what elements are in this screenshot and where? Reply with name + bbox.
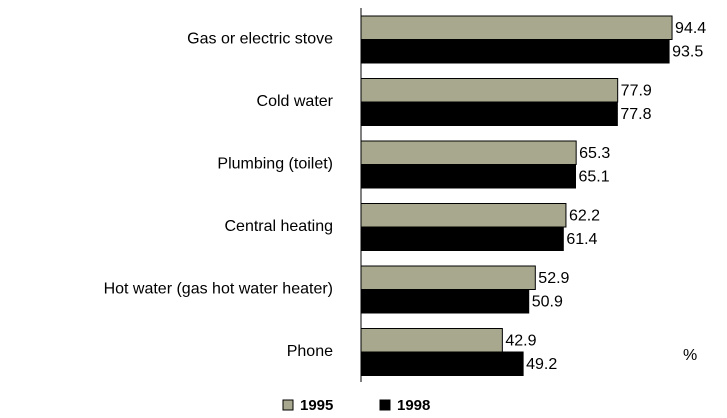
legend-text: 1998	[397, 397, 430, 414]
bar	[360, 78, 619, 103]
value-label: 52.9	[538, 270, 569, 287]
legend-swatch	[282, 399, 294, 411]
value-label: 65.3	[579, 145, 610, 162]
value-label: 42.9	[505, 332, 536, 349]
legend-swatch	[379, 399, 391, 411]
bar	[360, 328, 503, 353]
bar	[360, 203, 567, 228]
category-label: Gas or electric stove	[187, 31, 333, 48]
value-label: 77.9	[621, 82, 652, 99]
value-label: 50.9	[532, 293, 563, 310]
bar	[360, 15, 673, 40]
legend-text: 1995	[300, 397, 333, 414]
bar	[360, 265, 536, 290]
value-label: 65.1	[579, 168, 610, 185]
bar	[360, 164, 577, 189]
bar	[360, 351, 524, 376]
value-label: 77.8	[620, 106, 651, 123]
value-label: 93.5	[672, 43, 703, 60]
category-label: Cold water	[257, 93, 334, 110]
value-label: 61.4	[566, 231, 597, 248]
bar	[360, 101, 618, 126]
category-label: Phone	[287, 343, 333, 360]
value-label: 49.2	[526, 356, 557, 373]
bar	[360, 226, 564, 251]
bar	[360, 39, 670, 64]
category-label: Central heating	[224, 218, 333, 235]
value-label: 62.2	[569, 207, 600, 224]
category-label: Hot water (gas hot water heater)	[104, 281, 333, 298]
bar	[360, 140, 577, 165]
category-label: Plumbing (toilet)	[217, 156, 333, 173]
unit-label: %	[683, 347, 697, 364]
value-label: 94.4	[675, 20, 706, 37]
bar	[360, 289, 530, 314]
